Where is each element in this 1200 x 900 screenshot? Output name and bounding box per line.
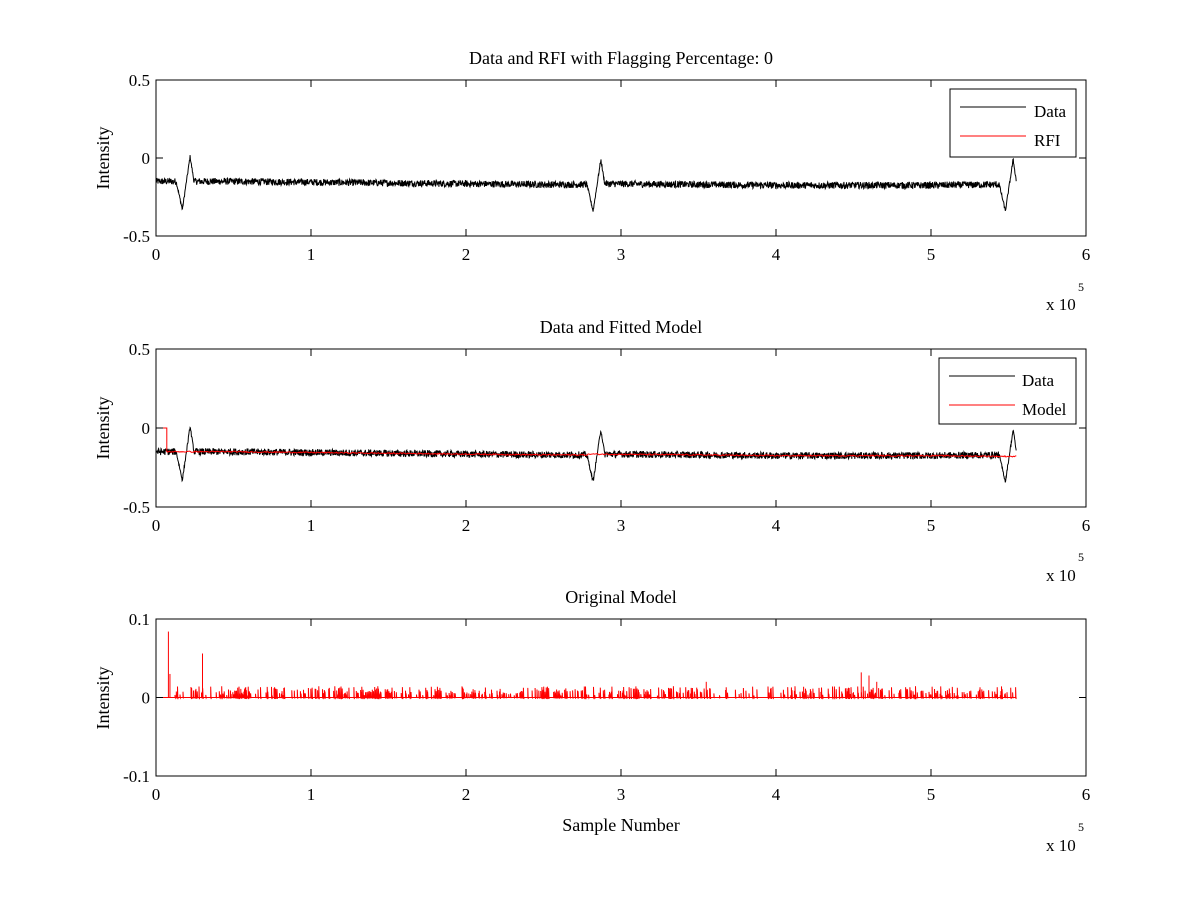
x-tick-label: 6 — [1082, 245, 1091, 264]
x-tick-label: 5 — [927, 245, 936, 264]
axes-box — [155, 348, 1087, 508]
legend: Data RFI — [949, 88, 1077, 158]
ticks: 0 1 2 3 4 5 6-0.100.1 — [123, 610, 1090, 804]
x-tick-label: 1 — [307, 785, 316, 804]
y-tick-label: 0 — [142, 149, 151, 168]
x-tick-label: 2 — [462, 516, 471, 535]
x-tick-label: 0 — [152, 785, 161, 804]
x-tick-label: 5 — [927, 516, 936, 535]
legend-box — [949, 88, 1077, 158]
panel-title: Data and RFI with Flagging Percentage: 0 — [469, 48, 773, 68]
y-axis-label: Intensity — [93, 397, 113, 460]
x-tick-label: 4 — [772, 785, 781, 804]
plot-area — [156, 155, 1017, 212]
series-line-model — [156, 427, 1017, 458]
legend: Data Model — [938, 357, 1077, 425]
panel-data-and-fitted-model: Data and Fitted Model Intensity 0 1 2 3 4 5 6 -… — [93, 317, 1090, 585]
x-tick-label: 4 — [772, 516, 781, 535]
axes-box — [155, 79, 1087, 237]
legend-entry-data: Data — [1034, 102, 1067, 121]
series-line-data — [156, 155, 1017, 212]
plot-area — [156, 426, 1017, 483]
panel-title: Data and Fitted Model — [540, 317, 702, 337]
y-tick-label: -0.5 — [123, 498, 150, 517]
y-tick-label: -0.1 — [123, 767, 150, 786]
x-tick-label: 2 — [462, 245, 471, 264]
y-axis-label: Intensity — [93, 127, 113, 190]
x-tick-label: 6 — [1082, 516, 1091, 535]
x-multiplier-exponent: 5 — [1078, 280, 1084, 294]
x-axis-label: Sample Number — [562, 815, 679, 835]
legend-entry-data: Data — [1022, 371, 1055, 390]
panel-title: Original Model — [565, 587, 676, 607]
x-multiplier: x 10 — [1046, 836, 1076, 855]
y-tick-label: 0 — [142, 419, 151, 438]
panel-data-and-rfi: Data and RFI with Flagging Percentage: 0… — [93, 48, 1090, 314]
x-multiplier: x 10 — [1046, 566, 1076, 585]
x-tick-label: 1 — [307, 245, 316, 264]
y-tick-label: 0.1 — [129, 610, 150, 629]
legend-box — [938, 357, 1077, 425]
x-tick-label: 0 — [152, 516, 161, 535]
y-tick-label: 0.5 — [129, 71, 150, 90]
x-tick-label: 5 — [927, 785, 936, 804]
y-tick-label: -0.5 — [123, 227, 150, 246]
x-multiplier: x 10 — [1046, 295, 1076, 314]
x-tick-label: 6 — [1082, 785, 1091, 804]
ticks: 0 1 2 3 4 5 6-0.500.5 — [123, 340, 1090, 535]
legend-entry-model: Model — [1022, 400, 1067, 419]
y-axis-label: Intensity — [93, 667, 113, 730]
y-tick-label: 0.5 — [129, 340, 150, 359]
y-tick-label: 0 — [142, 689, 151, 708]
legend-entry-rfi: RFI — [1034, 131, 1061, 150]
x-tick-label: 0 — [152, 245, 161, 264]
x-tick-label: 2 — [462, 785, 471, 804]
x-tick-label: 3 — [617, 516, 626, 535]
plot-area — [156, 631, 1017, 700]
x-tick-label: 3 — [617, 785, 626, 804]
panel-original-model: Original Model Intensity 0 1 2 3 4 5 6-0.100.1… — [93, 587, 1090, 855]
x-tick-label: 1 — [307, 516, 316, 535]
x-multiplier-exponent: 5 — [1078, 820, 1084, 834]
x-tick-label: 3 — [617, 245, 626, 264]
ticks: 0 1 2 3 4 5 6-0.500.5 — [123, 71, 1090, 264]
x-tick-label: 4 — [772, 245, 781, 264]
x-multiplier-exponent: 5 — [1078, 550, 1084, 564]
series-line-model — [156, 686, 1017, 700]
